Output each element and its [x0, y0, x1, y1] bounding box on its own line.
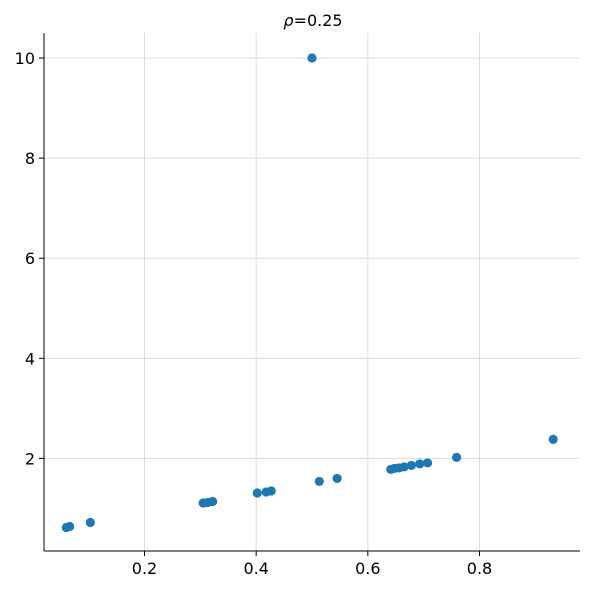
data-point — [252, 488, 262, 498]
y-tick-label: 8 — [25, 149, 35, 168]
data-point — [548, 434, 558, 444]
data-points — [61, 53, 558, 533]
data-point — [314, 476, 324, 487]
x-tick-label: 0.8 — [467, 559, 492, 578]
data-point — [406, 460, 416, 471]
y-tick-label: 10 — [15, 49, 35, 68]
y-tick-label: 6 — [25, 249, 35, 268]
data-point — [422, 458, 433, 468]
data-point — [399, 462, 409, 472]
y-tick-label: 2 — [25, 449, 35, 468]
data-point — [332, 473, 342, 484]
data-point — [415, 459, 425, 469]
axis-spines — [43, 33, 580, 552]
y-tick-label: 4 — [25, 349, 35, 368]
data-point — [266, 486, 276, 496]
x-tick-label: 0.6 — [355, 559, 380, 578]
data-point — [85, 517, 95, 528]
data-point — [65, 521, 75, 532]
grid — [44, 33, 580, 551]
axis-ticks: 0.2 0.4 0.6 0.8 2 4 6 8 10 — [15, 49, 493, 578]
chart-title: ρ=0.25 — [283, 11, 342, 30]
data-point — [307, 53, 317, 63]
data-point — [208, 496, 218, 507]
x-tick-label: 0.2 — [132, 559, 157, 578]
data-point — [452, 452, 462, 463]
x-tick-label: 0.4 — [243, 559, 268, 578]
